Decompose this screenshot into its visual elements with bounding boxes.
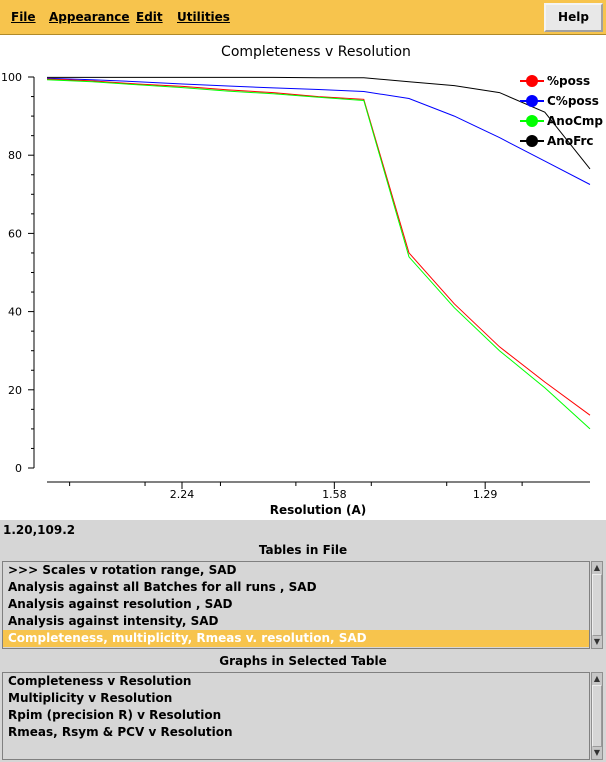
legend-label: C%poss: [547, 94, 599, 108]
graph-list-item[interactable]: Rpim (precision R) v Resolution: [8, 708, 222, 722]
graph-list-item[interactable]: Multiplicity v Resolution: [8, 691, 173, 705]
y-tick-label: 20: [8, 384, 22, 397]
menu-edit[interactable]: Edit: [136, 10, 163, 24]
cursor-readout: 1.20,109.2: [3, 523, 76, 537]
graphs-list[interactable]: Completeness v Resolution Multiplicity v …: [2, 672, 590, 760]
scroll-up-icon[interactable]: ▲: [593, 674, 601, 683]
series-line-cposs: [46, 77, 591, 185]
graph-list-item[interactable]: Rmeas, Rsym & PCV v Resolution: [8, 725, 233, 739]
x-axis: 2.241.581.291.12: [47, 481, 590, 501]
scroll-up-icon[interactable]: ▲: [593, 563, 601, 572]
x-tick-label: 1.58: [322, 488, 347, 501]
table-list-item[interactable]: Completeness, multiplicity, Rmeas v. res…: [3, 630, 589, 647]
scroll-down-icon[interactable]: ▼: [593, 637, 601, 646]
legend-marker: [526, 115, 538, 127]
completeness-chart: Completeness v Resolution 0 20 40 60 80 100 2…: [1, 44, 603, 517]
graph-list-item[interactable]: Completeness v Resolution: [8, 674, 192, 688]
series-line-anocmp: [46, 79, 591, 430]
tables-title: Tables in File: [258, 543, 348, 557]
menu-file[interactable]: File: [11, 10, 36, 24]
help-button[interactable]: Help: [544, 3, 603, 32]
x-tick-label: 2.24: [170, 488, 195, 501]
graphs-title: Graphs in Selected Table: [219, 654, 387, 668]
chart-title: Completeness v Resolution: [221, 44, 411, 60]
legend-label: %poss: [547, 74, 590, 88]
tables-list[interactable]: >>> Scales v rotation range, SAD Analysis…: [2, 561, 590, 649]
legend: %poss C%poss AnoCmp AnoFrc: [520, 74, 603, 148]
series-line-poss: [46, 78, 591, 416]
series-line-anofrc: [47, 76, 591, 170]
chart-panel: Completeness v Resolution 0 20 40 60 80 100 2…: [0, 35, 606, 520]
table-list-item[interactable]: Analysis against intensity, SAD: [8, 614, 219, 628]
menu-appearance[interactable]: Appearance: [49, 10, 130, 24]
series-layer: [46, 76, 591, 430]
legend-marker: [526, 75, 538, 87]
legend-label: AnoFrc: [547, 134, 594, 148]
menu-utilities[interactable]: Utilities: [177, 10, 230, 24]
y-axis: 0 20 40 60 80 100: [1, 71, 35, 475]
graphs-scrollbar[interactable]: ▲ ▼: [591, 672, 603, 760]
y-tick-label: 80: [8, 149, 22, 162]
legend-marker: [526, 135, 538, 147]
y-tick-label: 40: [8, 306, 22, 319]
menu-bar: File Appearance Edit Utilities Help: [0, 0, 606, 35]
scroll-down-icon[interactable]: ▼: [593, 748, 601, 757]
y-tick-label: 0: [15, 462, 22, 475]
table-list-item[interactable]: >>> Scales v rotation range, SAD: [8, 563, 237, 577]
y-tick-label: 60: [8, 227, 22, 240]
legend-marker: [526, 95, 538, 107]
x-tick-label: 1.29: [473, 488, 498, 501]
table-list-item[interactable]: Analysis against resolution , SAD: [8, 597, 233, 611]
table-list-item[interactable]: Analysis against all Batches for all run…: [8, 580, 317, 594]
tables-scrollbar[interactable]: ▲ ▼: [591, 561, 603, 649]
x-axis-label: Resolution (A): [270, 503, 367, 517]
y-tick-label: 100: [1, 71, 22, 84]
scroll-thumb[interactable]: [592, 685, 602, 747]
legend-label: AnoCmp: [547, 114, 603, 128]
scroll-thumb[interactable]: [592, 574, 602, 636]
